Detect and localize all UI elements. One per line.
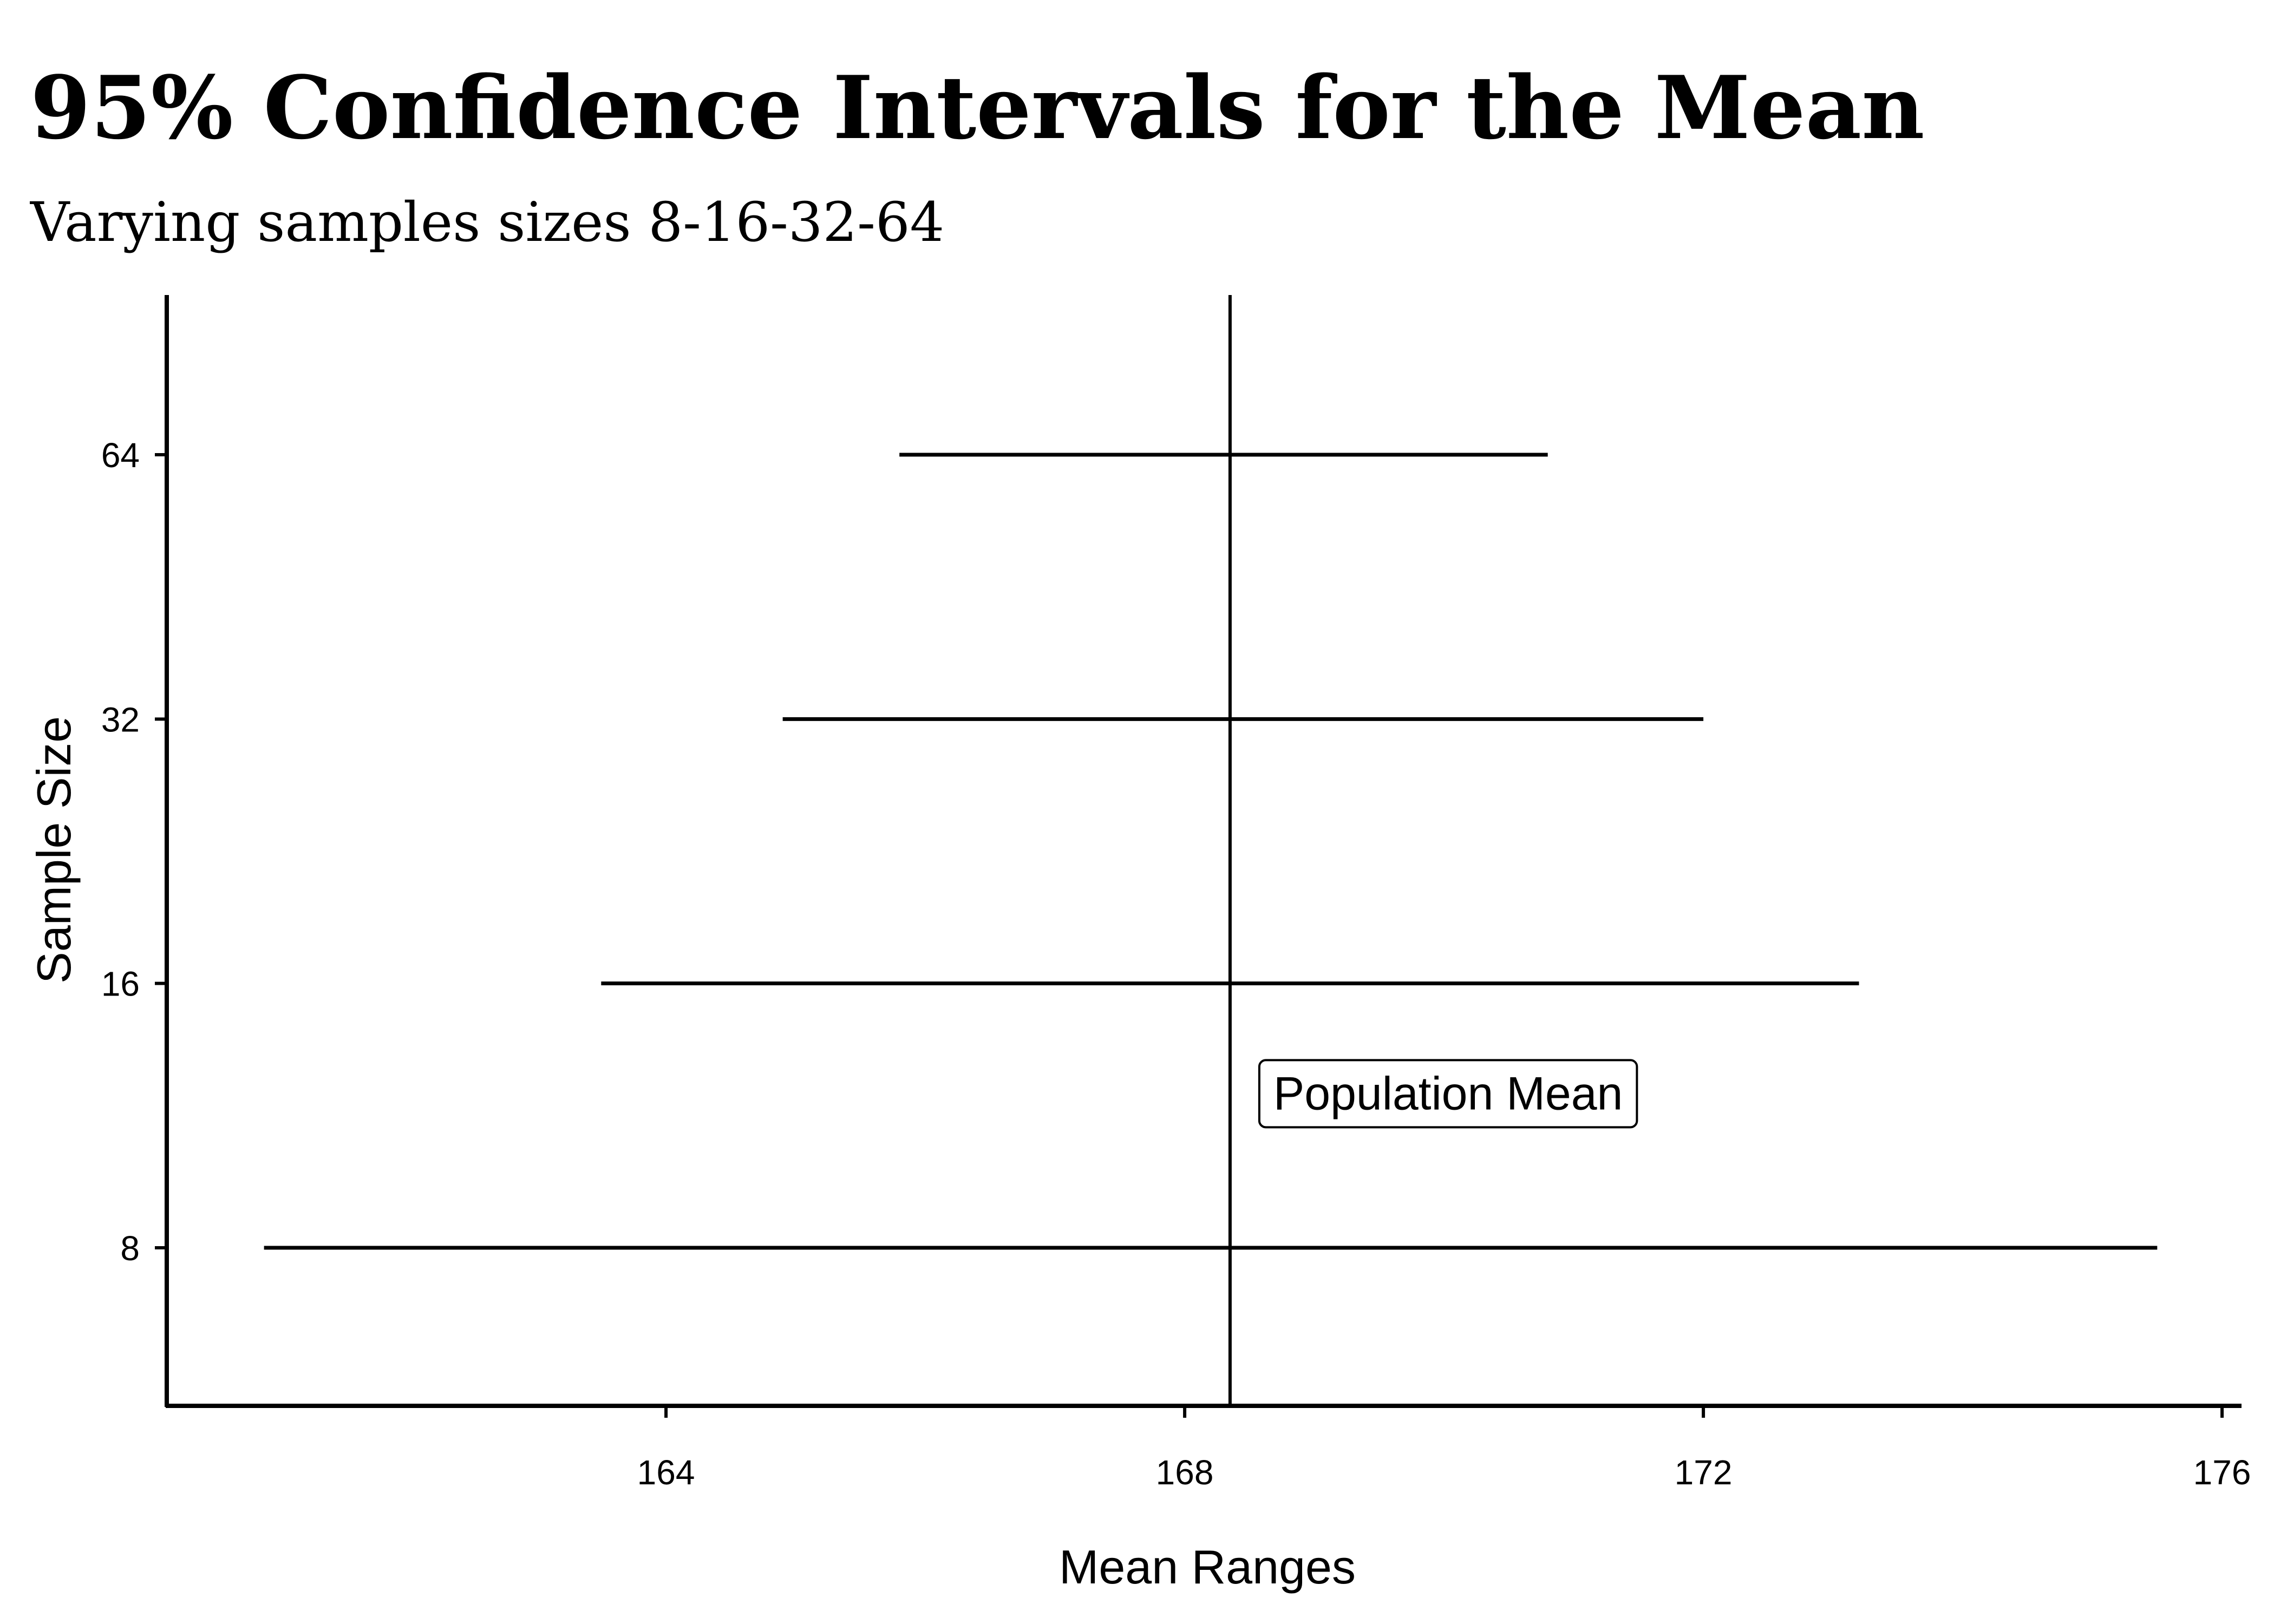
confidence-intervals	[264, 453, 2158, 1250]
y-tick-label: 16	[101, 965, 140, 1004]
x-axis-title: Mean Ranges	[1059, 1540, 1356, 1594]
x-tick-label: 168	[1156, 1453, 1214, 1492]
x-tick-label: 164	[637, 1453, 695, 1492]
annotation-box	[1258, 1059, 1638, 1129]
chart-subtitle: Varying samples sizes 8-16-32-64	[30, 191, 944, 254]
population-mean-label: Population Mean	[1273, 1068, 1623, 1119]
y-axis-title: Sample Size	[27, 716, 81, 984]
x-tick-label: 176	[2193, 1453, 2251, 1492]
population-mean-annotation: Population Mean	[1258, 1059, 1638, 1129]
y-tick-label: 32	[101, 700, 140, 739]
chart-title: 95% Confidence Intervals for the Mean	[30, 57, 1925, 159]
axes: 164 168 172 176 8 16 32 64	[101, 295, 2251, 1492]
x-tick-label: 172	[1675, 1453, 1733, 1492]
y-tick-label: 8	[120, 1229, 140, 1268]
y-tick-label: 64	[101, 436, 140, 475]
population-mean-reference: Population Mean	[1228, 295, 1638, 1406]
